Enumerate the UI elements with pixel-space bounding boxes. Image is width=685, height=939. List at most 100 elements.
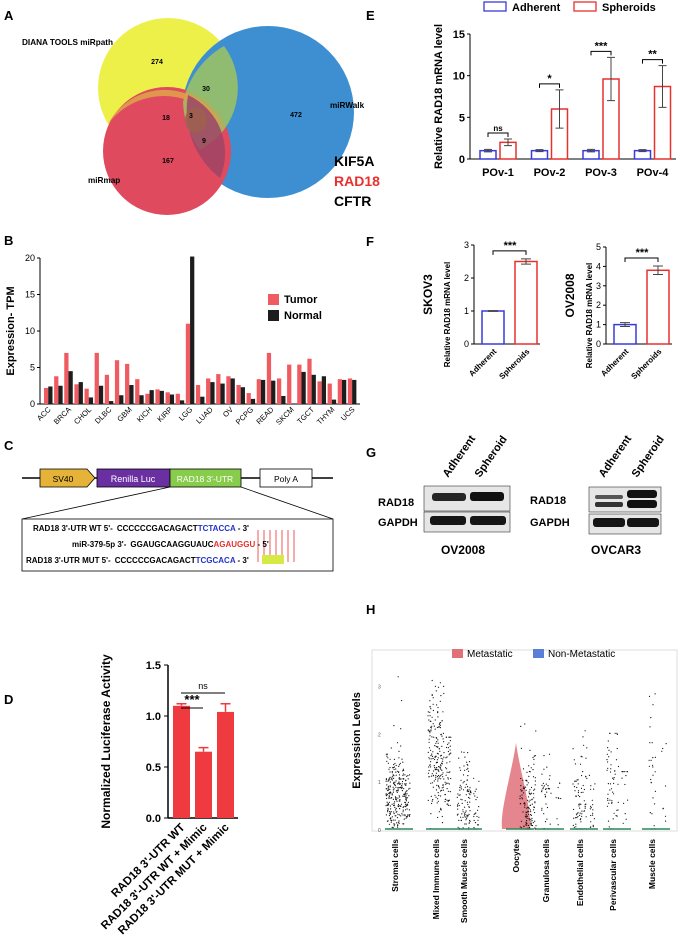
cell-point	[391, 794, 393, 796]
cell-point	[449, 740, 451, 742]
cell-point	[607, 761, 609, 763]
cell-point	[406, 790, 408, 792]
panel-label-d: D	[4, 692, 13, 707]
cell-point	[393, 768, 395, 771]
panel-label-c: C	[4, 438, 14, 453]
cell-point	[445, 774, 447, 776]
cell-point	[466, 786, 469, 788]
cell-point	[437, 785, 440, 787]
cell-point	[529, 804, 532, 806]
cell-point	[464, 811, 466, 814]
cell-point	[462, 811, 464, 813]
error-bar	[198, 746, 209, 752]
cell-point	[441, 773, 443, 776]
blot-band	[595, 495, 623, 499]
sig-label: **	[648, 49, 657, 61]
bar-normal-kich	[149, 390, 154, 404]
ov2008-bar-chart: 0 1 2 3 4 5 OV2008 Relative RAD18 mRNA level Adh…	[563, 242, 672, 381]
cell-point	[462, 774, 465, 776]
cell-point	[527, 806, 529, 808]
cell-point	[520, 789, 522, 791]
cell-point	[436, 761, 438, 764]
y-axis-label: Relative RAD18 mRNA level	[585, 263, 594, 369]
panel-label-g: G	[366, 445, 376, 460]
cell-point	[447, 747, 449, 749]
chart-title: OV2008	[563, 273, 577, 317]
cell-point	[580, 755, 582, 758]
cell-point	[590, 788, 592, 790]
cell-point	[396, 800, 398, 802]
cell-point	[441, 787, 443, 789]
bar-tumor-ucec	[337, 379, 342, 404]
cell-point	[448, 742, 450, 744]
cell-point	[580, 821, 582, 823]
cell-point	[533, 806, 536, 809]
cell-point	[400, 728, 402, 730]
cell-point	[544, 795, 547, 797]
cell-point	[464, 756, 466, 758]
cell-point	[577, 790, 580, 792]
cell-point	[466, 779, 468, 781]
cell-point	[582, 771, 584, 773]
cell-point	[436, 759, 439, 761]
cell-point	[436, 784, 438, 787]
y-tick-label: 15	[25, 290, 35, 300]
cell-point	[398, 765, 400, 768]
cell-point	[458, 819, 460, 822]
cell-point	[544, 793, 546, 796]
sig-label: ns	[493, 124, 503, 133]
cell-point	[528, 792, 531, 795]
cell-point	[468, 761, 471, 763]
x-tick-label: Oocytes	[511, 839, 521, 873]
cell-point	[430, 761, 432, 763]
cell-point	[388, 814, 390, 817]
cell-point	[445, 746, 448, 749]
cell-point	[447, 804, 449, 807]
cell-point	[469, 794, 471, 796]
cell-group-2	[454, 751, 482, 830]
cell-point	[392, 767, 394, 769]
cell-point	[616, 732, 618, 734]
cell-point	[393, 783, 395, 785]
cell-point	[462, 827, 464, 829]
cell-point	[427, 751, 429, 754]
cell-point	[576, 779, 578, 781]
cell-point	[664, 815, 667, 817]
cell-point	[434, 769, 436, 771]
cell-point	[409, 787, 411, 789]
blot-row-label: RAD18	[530, 495, 566, 507]
cell-point	[545, 788, 547, 790]
bar-tumor-read	[266, 352, 272, 404]
cell-point	[449, 804, 451, 807]
cell-point	[408, 814, 410, 816]
cell-point	[525, 779, 527, 781]
cell-point	[608, 826, 610, 828]
legend-swatch	[483, 1, 507, 12]
cell-point	[429, 735, 431, 737]
cell-point	[572, 783, 574, 785]
cell-point	[438, 794, 440, 797]
cell-point	[522, 787, 524, 789]
cell-point	[391, 776, 393, 778]
x-tick-label: Perivascular cells	[608, 839, 618, 911]
seq-mut-end: - 3'	[235, 556, 249, 565]
cell-point	[390, 821, 392, 823]
cell-point	[577, 812, 579, 814]
violin-metastatic	[501, 742, 531, 829]
blot-band	[593, 518, 625, 527]
cell-point	[432, 786, 434, 788]
y-tick-label: 3	[596, 281, 601, 291]
cell-point	[398, 805, 400, 807]
cell-point	[434, 755, 436, 758]
cell-point	[386, 795, 388, 797]
panel-label-e: E	[366, 8, 375, 23]
cell-point	[462, 816, 464, 818]
cell-point	[526, 817, 528, 819]
cell-point	[428, 757, 430, 759]
cell-point	[649, 812, 651, 814]
cell-point	[389, 793, 391, 795]
cell-point	[431, 755, 434, 758]
bar-normal-gbm	[129, 385, 134, 404]
cell-point	[572, 808, 575, 811]
cell-point	[469, 787, 471, 789]
